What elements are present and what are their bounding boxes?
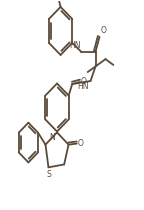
Text: HN: HN xyxy=(78,82,89,91)
Text: O: O xyxy=(100,26,106,35)
Text: HN: HN xyxy=(69,41,80,50)
Text: S: S xyxy=(46,170,51,179)
Text: O: O xyxy=(77,139,83,148)
Text: N: N xyxy=(49,133,55,142)
Text: O: O xyxy=(81,77,87,87)
